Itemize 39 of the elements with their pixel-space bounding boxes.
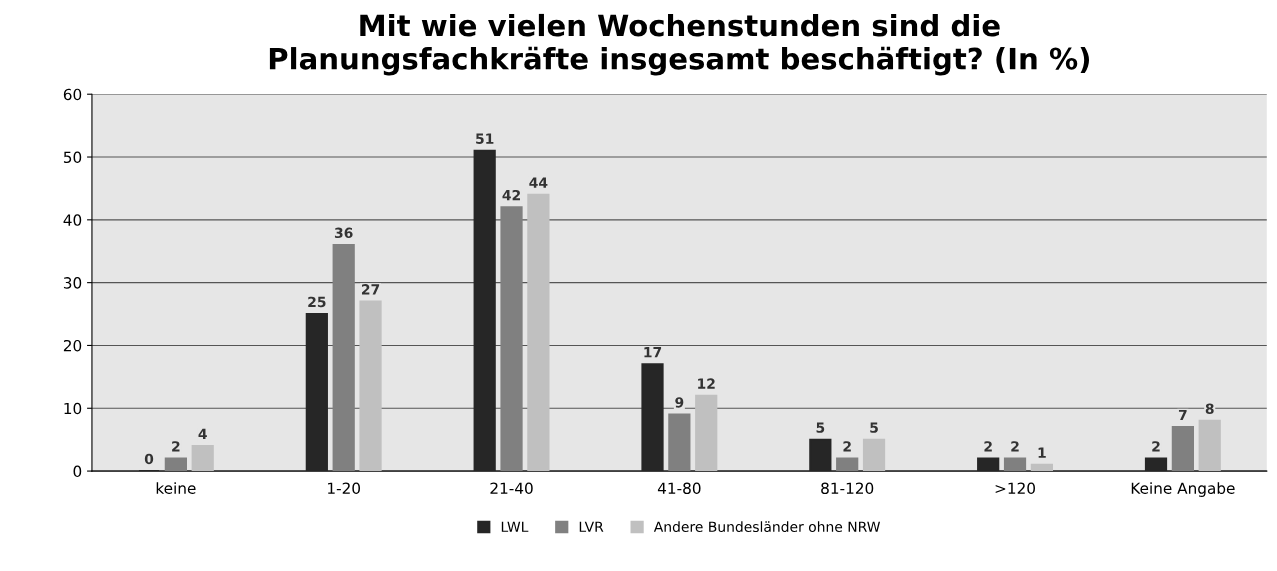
data-label: 2	[843, 441, 851, 452]
x-tick-label: 81-120	[821, 482, 874, 495]
y-tick-label: 10	[64, 402, 82, 415]
data-label: 8	[1205, 403, 1214, 414]
x-tick-label: Keine Angabe	[1131, 482, 1235, 497]
data-label: 5	[870, 422, 878, 433]
data-label: 1	[1038, 447, 1046, 458]
x-tick-label: 1-20	[328, 482, 361, 495]
data-label: 9	[675, 397, 684, 408]
data-label: 12	[698, 378, 715, 389]
y-tick-label: 30	[63, 277, 82, 289]
data-label: 2	[172, 441, 180, 452]
data-label: 42	[502, 189, 520, 201]
y-tick-label: 40	[63, 214, 82, 226]
data-label: 2	[1011, 441, 1019, 452]
y-tick-label: 60	[63, 88, 82, 101]
legend-label: LVR	[579, 521, 604, 532]
data-label: 7	[1178, 409, 1187, 421]
data-label: 5	[816, 422, 825, 433]
data-label: 2	[1152, 441, 1160, 452]
x-tick-label: 41-80	[657, 482, 701, 495]
data-label: 51	[476, 133, 494, 144]
data-label: 36	[334, 227, 353, 239]
data-label: 2	[984, 441, 992, 452]
data-label: 25	[308, 296, 326, 308]
y-tick-label: 0	[73, 465, 82, 478]
y-tick-label: 50	[63, 151, 82, 164]
data-label: 17	[644, 347, 662, 358]
legend-label: LWL	[501, 521, 529, 532]
data-label: 27	[361, 284, 380, 295]
data-label: 0	[144, 453, 154, 465]
x-tick-label: keine	[156, 482, 196, 495]
chart-title: Mit wie vielen Wochenstunden sind die Planungsfachkräfte insgesamt beschäftigt? (In %)	[269, 13, 1090, 76]
data-label: 4	[198, 428, 207, 439]
x-tick-label: 21-40	[490, 482, 533, 495]
x-tick-label: >120	[995, 482, 1035, 495]
legend-label: Andere Bundesländer ohne NRW	[653, 521, 881, 533]
y-tick-label: 20	[63, 339, 82, 352]
data-label: 44	[529, 177, 548, 188]
